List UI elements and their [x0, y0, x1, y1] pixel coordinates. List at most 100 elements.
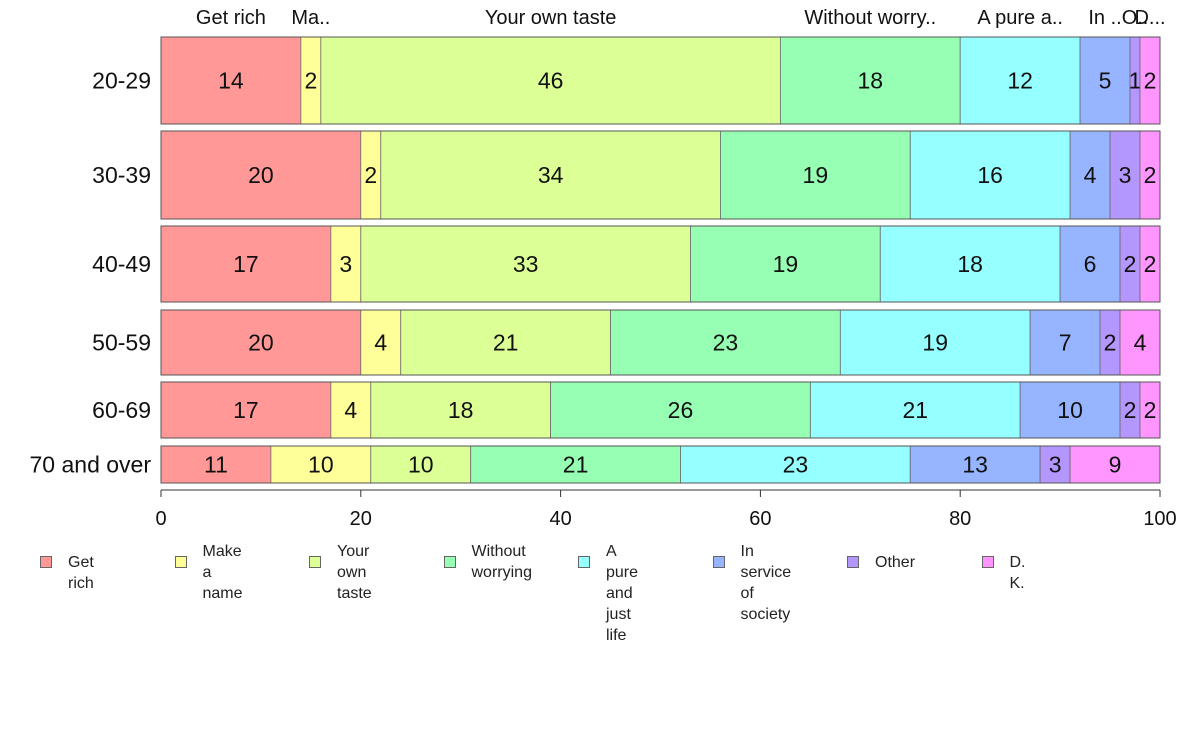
bar-value-label: 23 [783, 452, 809, 478]
row-border [160, 309, 1161, 376]
legend-swatch [40, 556, 52, 568]
bar-value-label: 34 [538, 162, 564, 188]
bar-segment [470, 445, 681, 484]
bar-segment [680, 445, 911, 484]
bar-value-label: 2 [1144, 68, 1157, 94]
top-category-label: Without worry.. [804, 7, 936, 29]
legend-swatch [712, 556, 725, 568]
row-label: 70 and over [30, 452, 152, 478]
legend-swatch [443, 556, 456, 568]
row-label: 50-59 [92, 330, 151, 356]
x-tick-label: 0 [155, 508, 166, 530]
bar-value-label: 19 [773, 251, 799, 277]
bar-value-label: 12 [1007, 68, 1033, 94]
bar-value-label: 14 [218, 68, 244, 94]
bar-segment [550, 381, 811, 439]
legend-label: D. K. [1010, 552, 1026, 594]
bar-value-label: 46 [538, 68, 564, 94]
row-label: 40-49 [92, 251, 151, 277]
bar-segment [360, 309, 402, 376]
bar-value-label: 4 [344, 397, 357, 423]
x-tick-label: 40 [549, 508, 571, 530]
legend-label: Get rich [68, 552, 94, 594]
legend-label: In service of society [741, 541, 792, 625]
row-border [160, 130, 1161, 220]
bar-segment [909, 445, 1041, 484]
legend-label: Without worrying [472, 541, 532, 583]
bar-value-label: 17 [233, 397, 259, 423]
bar-value-label: 10 [308, 452, 334, 478]
bar-value-label: 7 [1059, 330, 1072, 356]
bar-segment [160, 130, 362, 220]
row-label: 30-39 [92, 162, 151, 188]
bar-segment [380, 130, 721, 220]
bar-value-label: 26 [668, 397, 694, 423]
legend: Get rich Make a name Your own taste Without wo… [30, 540, 1180, 644]
legend-label: Make a name [203, 541, 243, 604]
bar-value-label: 11 [204, 452, 228, 478]
bar-value-label: 18 [857, 68, 883, 94]
bar-value-label: 2 [1144, 397, 1157, 423]
top-category-label: O.. [1122, 7, 1149, 29]
bar-segment [690, 225, 881, 303]
bar-value-label: 2 [304, 68, 317, 94]
bar-value-label: 18 [957, 251, 983, 277]
bar-value-label: 21 [493, 330, 519, 356]
bar-value-label: 10 [1057, 397, 1083, 423]
row-label: 20-29 [92, 68, 151, 94]
bar-value-label: 4 [1134, 330, 1147, 356]
legend-label: Your own taste [337, 541, 372, 604]
legend-swatch [578, 556, 590, 568]
top-category-labels: Get rich Ma.. Your own taste Without worry.… [196, 7, 1166, 29]
bar-value-label: 10 [408, 452, 434, 478]
x-axis: 0 20 40 60 80 100 [155, 489, 1177, 530]
row-border [160, 36, 1161, 125]
legend-label-line: A pure and [606, 543, 639, 602]
bar-segment [360, 225, 691, 303]
bar-segment [1029, 309, 1101, 376]
bar-segment [720, 130, 911, 220]
bar-value-label: 5 [1099, 68, 1112, 94]
legend-swatch [847, 556, 859, 568]
row-labels: 20-29 30-39 40-49 50-59 60-69 70 and over [30, 68, 152, 478]
legend-label-line: a name [202, 564, 243, 602]
bar-value-label: 2 [1124, 397, 1137, 423]
bar-value-label: 21 [902, 397, 928, 423]
top-category-label: A pure a.. [977, 7, 1063, 29]
bar-value-label: 19 [803, 162, 829, 188]
x-tick-label: 80 [949, 508, 971, 530]
x-tick-label: 60 [749, 508, 771, 530]
bar-value-label: 9 [1109, 452, 1122, 478]
bar-value-label: 1 [1129, 68, 1142, 94]
bar-value-label: 20 [248, 330, 274, 356]
top-category-label: Ma.. [291, 7, 330, 29]
bar-area: 14 2 46 18 12 5 1 220 2 34 19 16 4 3 217 3 33 19 18 6 2 220 4 2… [160, 36, 1161, 484]
bar-value-label: 2 [1144, 251, 1157, 277]
legend-swatch [309, 556, 321, 568]
bar-value-label: 2 [1104, 330, 1117, 356]
bar-segment [879, 225, 1061, 303]
legend-label-line: Other [875, 554, 916, 571]
legend-label-line: taste [337, 585, 372, 602]
bar-value-label: 6 [1084, 251, 1097, 277]
legend-label-line: Without [471, 543, 526, 560]
legend-label-line: of society [740, 585, 791, 623]
bar-value-label: 20 [248, 162, 274, 188]
bar-value-label: 2 [1144, 162, 1157, 188]
bar-value-label: 2 [364, 162, 377, 188]
bar-value-label: 4 [1084, 162, 1097, 188]
top-category-label: D... [1134, 7, 1165, 29]
x-tick-label: 100 [1143, 508, 1176, 530]
legend-swatch [174, 556, 187, 568]
bar-value-label: 17 [233, 251, 259, 277]
legend-label-line: worrying [471, 564, 532, 581]
bar-value-label: 3 [1049, 452, 1062, 478]
bar-value-label: 4 [374, 330, 387, 356]
bar-value-label: 23 [713, 330, 739, 356]
x-tick-label: 20 [350, 508, 372, 530]
legend-label-line: just life [606, 606, 631, 644]
legend-label-line: D. K. [1009, 554, 1026, 592]
bar-segment [370, 381, 552, 439]
bar-value-label: 3 [1119, 162, 1132, 188]
legend-label-line: In service [740, 543, 792, 581]
